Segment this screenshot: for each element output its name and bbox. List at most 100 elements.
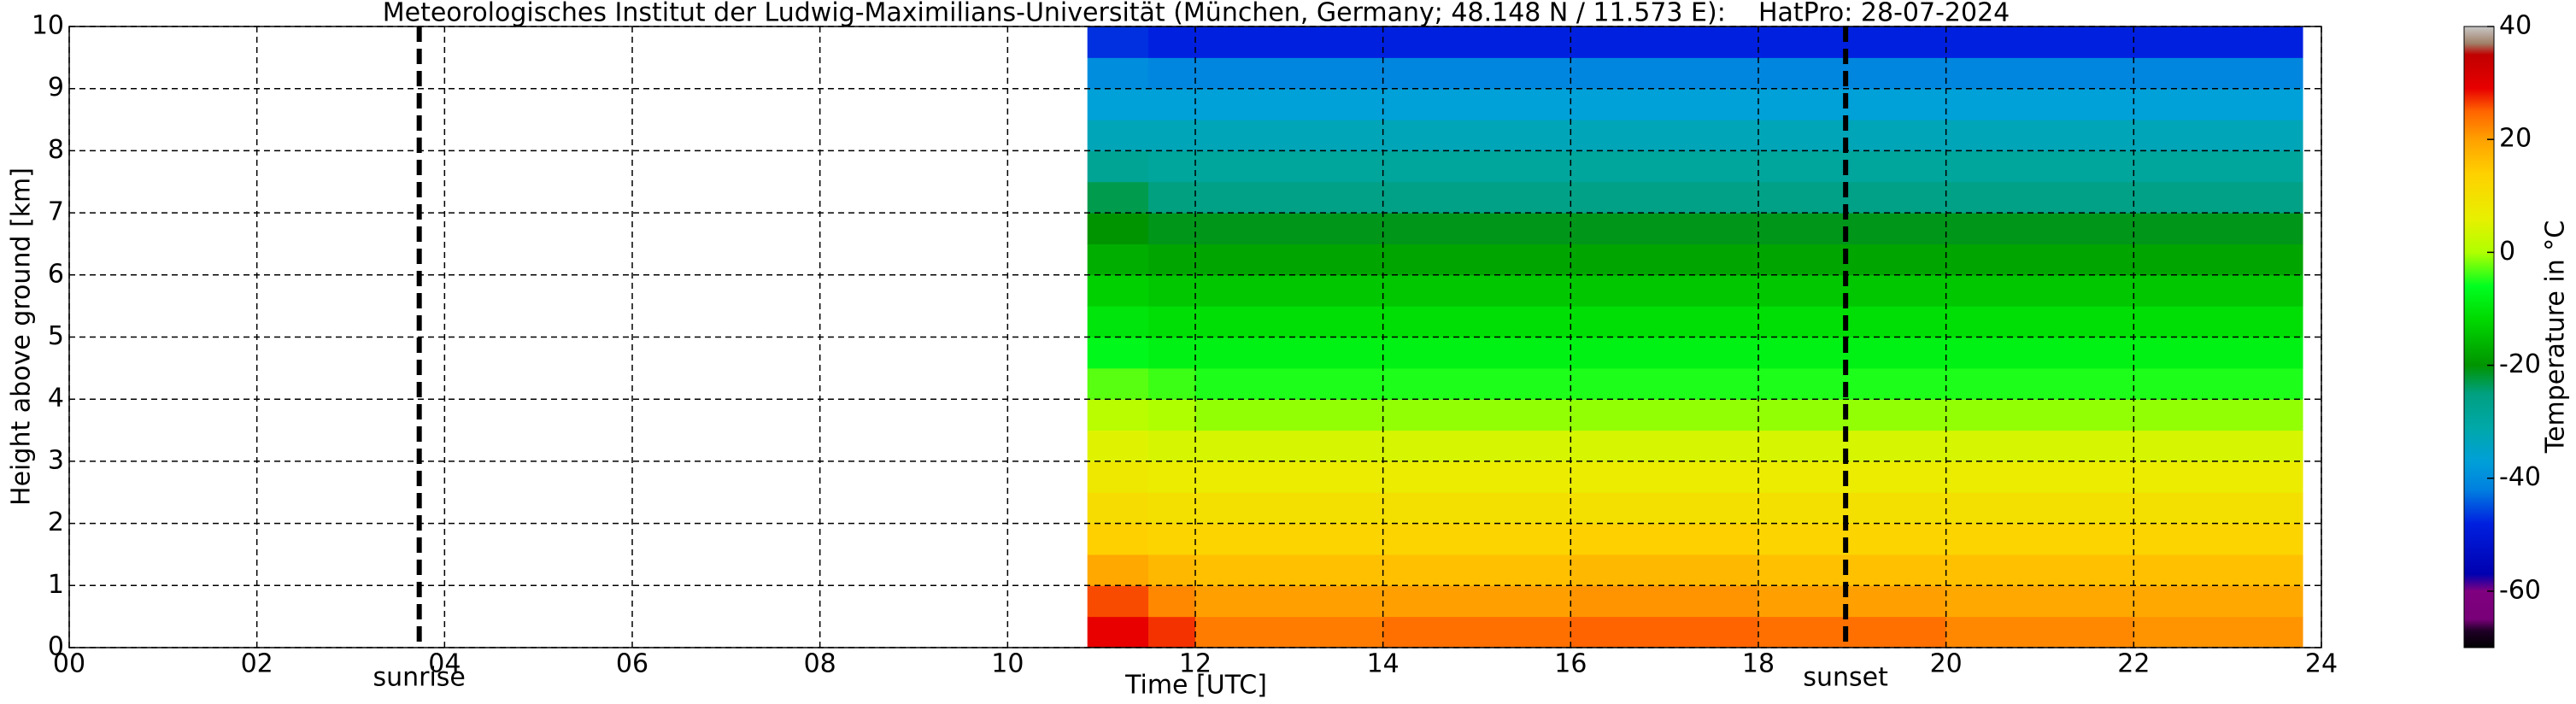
x-tick-label: 10 [991, 649, 1024, 679]
heatmap-cell [1382, 399, 1571, 431]
heatmap-cell [2133, 88, 2303, 120]
heatmap-cell [1758, 150, 1947, 183]
heatmap-cell [1087, 57, 1149, 90]
heatmap-cell [1148, 57, 1196, 90]
heatmap-cell [1148, 88, 1196, 120]
heatmap-cell [1382, 26, 1571, 58]
heatmap-cell [2133, 367, 2303, 400]
heatmap-cell [1195, 430, 1384, 462]
heatmap-cell [1382, 554, 1571, 586]
heatmap-cell [1570, 57, 1759, 90]
heatmap-cell [1945, 616, 2134, 648]
heatmap-cell [1087, 243, 1149, 276]
heatmap-cell [1570, 88, 1759, 120]
heatmap-cell [1382, 274, 1571, 307]
heatmap-cell [1382, 367, 1571, 400]
heatmap-cell [1087, 585, 1149, 618]
heatmap-cell [1758, 399, 1947, 431]
heatmap-cell [1758, 337, 1947, 369]
colorbar-tick-label: -60 [2499, 575, 2541, 605]
heatmap-cell [1570, 150, 1759, 183]
heatmap-cell [1945, 492, 2134, 525]
heatmap-cell [1382, 213, 1571, 244]
heatmap-cell [1195, 181, 1384, 214]
colorbar-tick-label: 40 [2499, 11, 2532, 41]
heatmap-cell [1382, 181, 1571, 214]
x-tick-label: 14 [1367, 649, 1399, 679]
heatmap-cell [2133, 523, 2303, 555]
x-tick-label: 22 [2117, 649, 2150, 679]
heatmap-cell [1148, 523, 1196, 555]
heatmap-cell [1195, 554, 1384, 586]
x-tick-label: 00 [53, 649, 85, 679]
heatmap-cell [1195, 306, 1384, 337]
colorbar-label: Temperature in °C [2541, 220, 2571, 454]
heatmap-cell [1945, 554, 2134, 586]
heatmap-cell [1148, 26, 1196, 58]
y-tick-label: 5 [48, 321, 64, 351]
plot-frame [68, 26, 2322, 648]
heatmap-cell [2133, 399, 2303, 431]
heatmap-cell [1570, 616, 1759, 648]
heatmap-cell [1195, 367, 1384, 400]
heatmap-cell [1758, 554, 1947, 586]
heatmap-cell [1382, 616, 1571, 648]
x-tick-label: 24 [2305, 649, 2338, 679]
heatmap-cell [1087, 399, 1149, 431]
heatmap-cell [1758, 492, 1947, 525]
y-tick-label: 4 [48, 384, 64, 414]
heatmap-cell [1195, 399, 1384, 431]
heatmap-cell [1570, 585, 1759, 618]
heatmap-cell [1148, 554, 1196, 586]
heatmap-cell [1382, 120, 1571, 151]
heatmap-cell [1945, 150, 2134, 183]
y-tick-label: 1 [48, 570, 64, 600]
heatmap-cell [1758, 274, 1947, 307]
heatmap-cell [1570, 274, 1759, 307]
heatmap-cell [1382, 306, 1571, 337]
heatmap-cell [1148, 399, 1196, 431]
heatmap-cell [1087, 120, 1149, 151]
heatmap-cell [1087, 554, 1149, 586]
x-tick-label: 12 [1179, 649, 1212, 679]
heatmap-cell [1945, 306, 2134, 337]
heatmap-cell [2133, 306, 2303, 337]
heatmap-cell [1758, 181, 1947, 214]
heatmap-cell [2133, 26, 2303, 58]
heatmap-cell [1195, 523, 1384, 555]
heatmap-cell [1758, 585, 1947, 618]
heatmap-cell [1087, 26, 1149, 58]
heatmap-cell [1148, 243, 1196, 276]
heatmap-cell [1382, 585, 1571, 618]
heatmap-cell [1195, 57, 1384, 90]
heatmap-cell [1148, 367, 1196, 400]
colorbar-tick-label: -20 [2499, 349, 2541, 379]
heatmap-cell [1148, 213, 1196, 244]
heatmap-cell [2133, 492, 2303, 525]
heatmap-cell [1195, 274, 1384, 307]
heatmap-cell [1087, 461, 1149, 493]
heatmap-cell [2133, 616, 2303, 648]
y-tick-label: 2 [48, 507, 64, 537]
heatmap-cell [1087, 213, 1149, 244]
heatmap-cell [2133, 243, 2303, 276]
heatmap-cell [1945, 585, 2134, 618]
y-tick-label: 9 [48, 73, 64, 103]
heatmap-cell [1945, 120, 2134, 151]
colorbar [2463, 26, 2495, 648]
heatmap-cell [1087, 150, 1149, 183]
heatmap-cell [1758, 88, 1947, 120]
heatmap-cell [1195, 616, 1384, 648]
heatmap-cell [1758, 120, 1947, 151]
heatmap-cell [1148, 274, 1196, 307]
heatmap-cell [1087, 88, 1149, 120]
heatmap-cell [1570, 430, 1759, 462]
y-tick-label: 10 [32, 11, 64, 41]
heatmap-cell [1945, 181, 2134, 214]
heatmap-cell [1148, 585, 1196, 618]
x-tick-label: 16 [1554, 649, 1587, 679]
heatmap-cell [1382, 461, 1571, 493]
colorbar-tick-label: -40 [2499, 462, 2541, 492]
heatmap-cell [1945, 337, 2134, 369]
colorbar-tick-label: 20 [2499, 124, 2532, 154]
